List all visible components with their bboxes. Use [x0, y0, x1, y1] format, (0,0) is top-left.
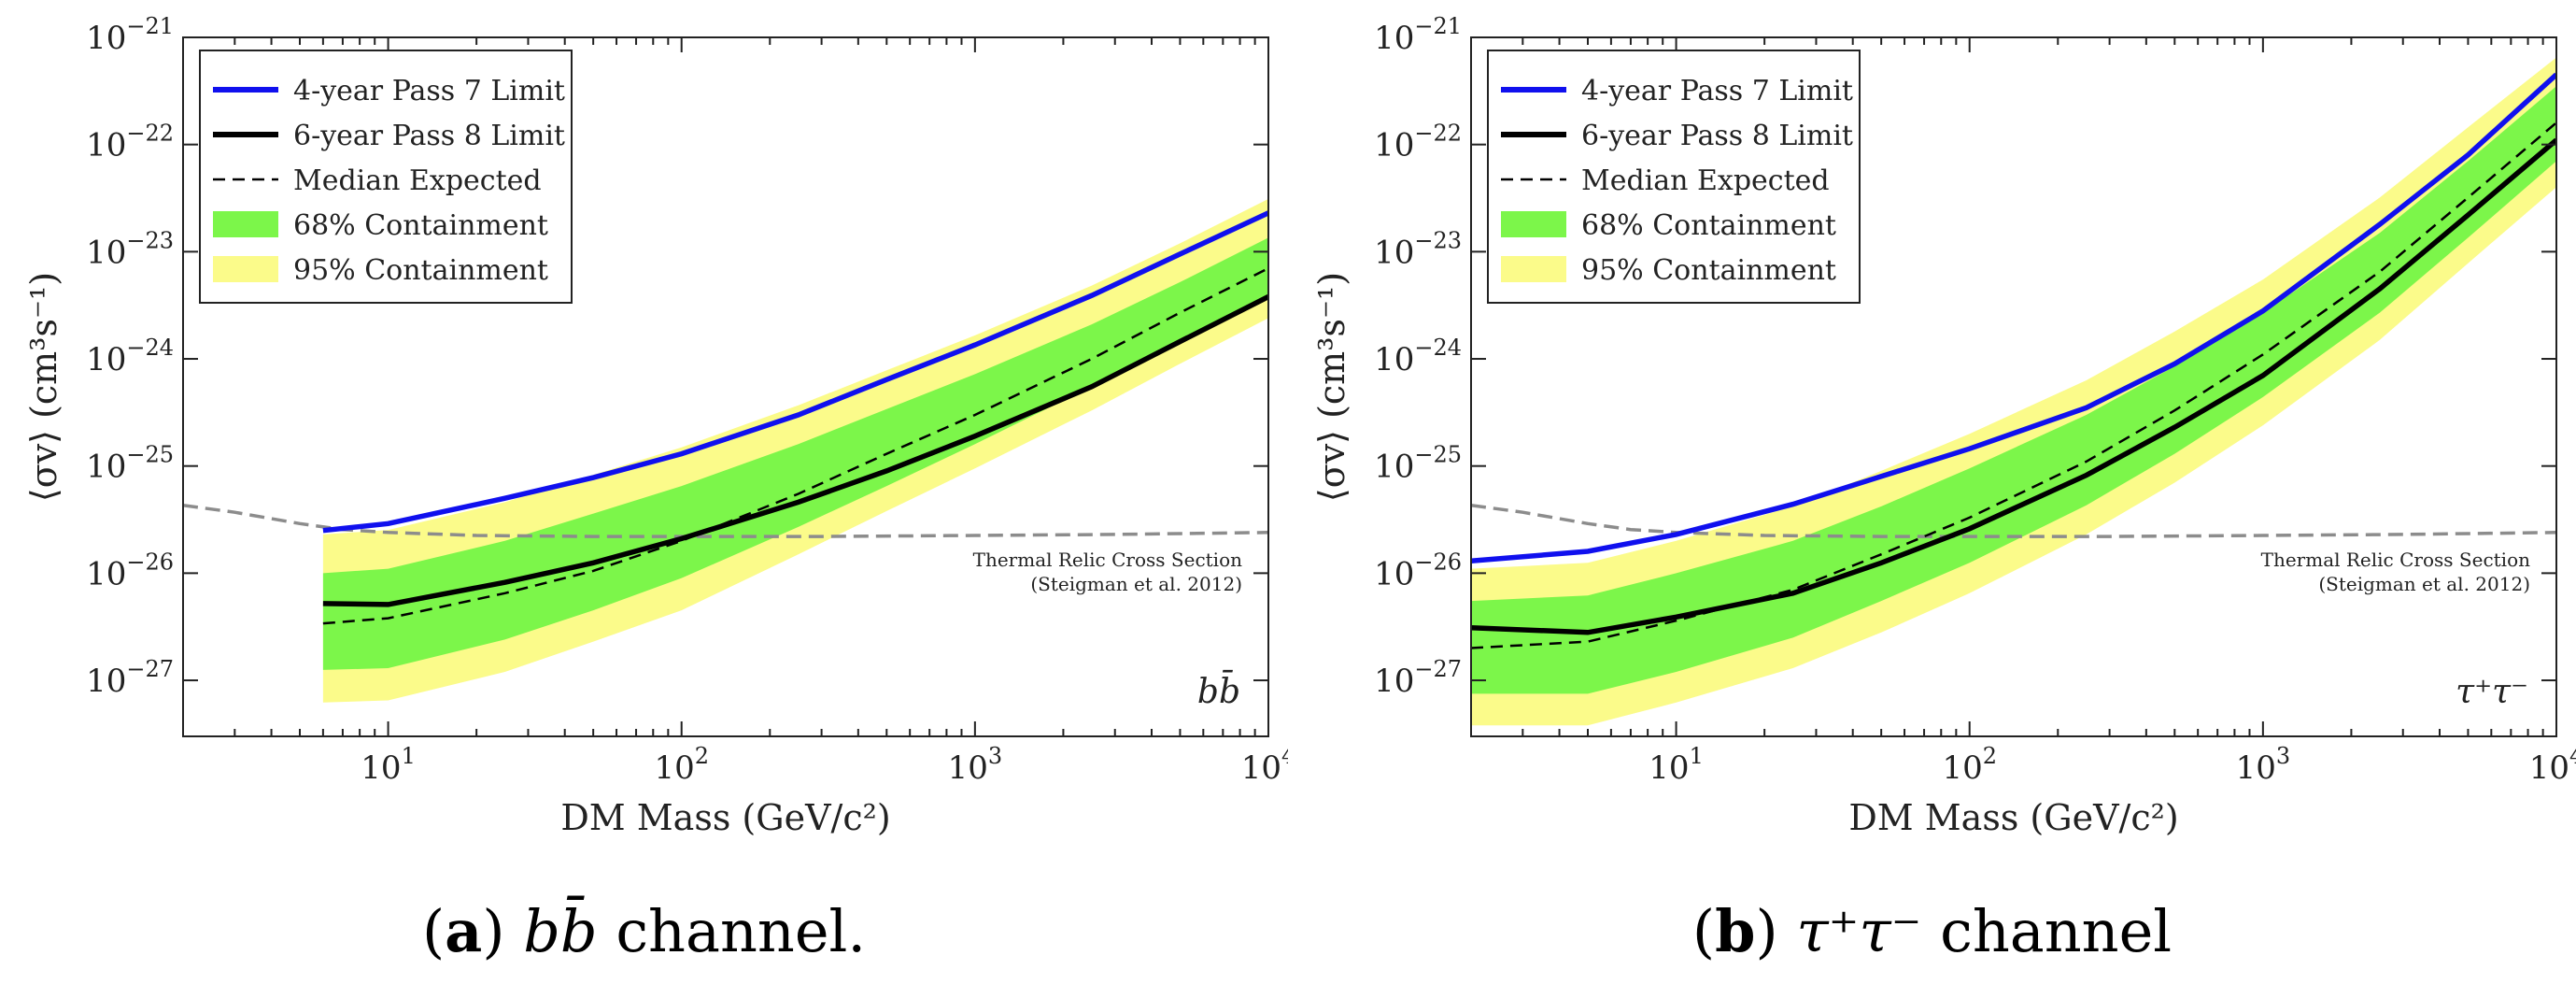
bb-y-tick-label: 10−26 — [86, 549, 174, 592]
tautau-legend-swatch — [1501, 256, 1566, 282]
bb-y-tick-label: 10−22 — [86, 121, 174, 164]
tautau-legend: 4-year Pass 7 Limit 6-year Pass 8 Limit Me… — [1487, 50, 1861, 304]
caption-a-text: channel. — [597, 897, 867, 965]
panel-bb-channel: Thermal Relic Cross Section (Steigman et … — [23, 13, 1288, 965]
bb-band-68 — [322, 237, 1268, 670]
tautau-y-tick-label: 10−22 — [1374, 121, 1462, 164]
tautau-x-axis-label: DM Mass (GeV/c²) — [1848, 797, 2178, 838]
bb-legend-label: Median Expected — [293, 164, 542, 197]
bb-legend-label: 4-year Pass 7 Limit — [293, 75, 565, 107]
tautau-annotation-source: (Steigman et al. 2012) — [2318, 573, 2530, 595]
chart-tautau-channel: Thermal Relic Cross Section(Steigman et … — [1311, 13, 2576, 838]
tautau-legend-label: 6-year Pass 8 Limit — [1581, 120, 1853, 152]
tautau-x-tick-label: 101 — [1649, 743, 1704, 787]
bb-plot-area — [183, 198, 1268, 703]
tautau-x-tick-label: 102 — [1942, 743, 1997, 787]
bb-x-axis-label: DM Mass (GeV/c²) — [560, 797, 890, 838]
bb-x-tick-label: 101 — [361, 743, 416, 787]
bb-y-tick-label: 10−21 — [86, 13, 174, 57]
tautau-y-tick-label: 10−26 — [1374, 549, 1462, 592]
tautau-y-tick-label: 10−24 — [1374, 335, 1462, 378]
tautau-y-tick-label: 10−23 — [1374, 227, 1462, 271]
tautau-y-tick-label: 10−27 — [1374, 656, 1462, 700]
tautau-legend-label: Median Expected — [1581, 164, 1830, 197]
bb-y-axis-label: ⟨σv⟩ (cm³s⁻¹) — [23, 272, 64, 502]
bb-legend-label: 95% Containment — [293, 254, 548, 287]
bb-legend-label: 6-year Pass 8 Limit — [293, 120, 565, 152]
bb-axes-frame — [182, 36, 1269, 737]
bb-annotation-title: Thermal Relic Cross Section — [973, 549, 1243, 571]
tautau-pass7-limit-line — [1471, 72, 2556, 564]
tautau-pass8-limit-line — [1471, 137, 2556, 635]
caption-b-text: channel — [1921, 897, 2173, 965]
bb-pass7-limit-line — [322, 210, 1268, 534]
tautau-thermal-relic-line — [1471, 503, 2556, 538]
caption-b-channel: τ⁺τ⁻ — [1796, 897, 1922, 965]
bb-y-tick-label: 10−23 — [86, 227, 174, 271]
bb-legend-swatch — [213, 256, 278, 282]
bb-legend-swatch — [213, 211, 278, 237]
bb-legend-label: 68% Containment — [293, 209, 548, 242]
bb-legend: 4-year Pass 7 Limit 6-year Pass 8 Limit Me… — [199, 50, 573, 304]
tautau-channel-label: τ⁺τ⁻ — [2456, 673, 2528, 711]
bb-median-expected-line — [322, 266, 1268, 625]
tautau-x-tick-label: 104 — [2529, 743, 2576, 787]
tautau-legend-label: 4-year Pass 7 Limit — [1581, 75, 1853, 107]
bb-thermal-relic-line — [183, 503, 1268, 538]
tautau-y-tick-label: 10−21 — [1374, 13, 1462, 57]
caption-b: (b) τ⁺τ⁻ channel — [1691, 897, 2173, 965]
caption-a-letter: a — [445, 897, 483, 965]
tautau-x-tick-label: 103 — [2236, 743, 2291, 787]
tautau-legend-label: 95% Containment — [1581, 254, 1836, 287]
tautau-legend-swatch — [1501, 211, 1566, 237]
bb-x-tick-label: 102 — [654, 743, 709, 787]
tautau-legend-label: 68% Containment — [1581, 209, 1836, 242]
caption-a: (a) bb̄ channel. — [421, 897, 867, 965]
chart-bb-channel: Thermal Relic Cross Section(Steigman et … — [23, 13, 1288, 838]
panel-tautau-channel: Thermal Relic Cross Section (Steigman et … — [1288, 0, 2576, 984]
bb-x-tick-label: 103 — [948, 743, 1003, 787]
bb-pass8-limit-line — [322, 294, 1268, 607]
tautau-plot-area — [1471, 57, 2556, 726]
bb-annotation-source: (Steigman et al. 2012) — [1030, 573, 1242, 595]
caption-b-letter: b — [1715, 897, 1756, 965]
bb-y-tick-label: 10−27 — [86, 656, 174, 700]
tautau-axes-frame — [1470, 36, 2557, 737]
tautau-annotation-title: Thermal Relic Cross Section — [2261, 549, 2531, 571]
bb-y-tick-label: 10−25 — [86, 442, 174, 486]
bb-x-tick-label: 104 — [1241, 743, 1288, 787]
tautau-y-axis-label: ⟨σv⟩ (cm³s⁻¹) — [1311, 272, 1352, 502]
caption-a-channel: bb̄ — [523, 897, 598, 965]
bb-channel-label: bb̄ — [1197, 670, 1240, 711]
tautau-y-tick-label: 10−25 — [1374, 442, 1462, 486]
bb-y-tick-label: 10−24 — [86, 335, 174, 378]
